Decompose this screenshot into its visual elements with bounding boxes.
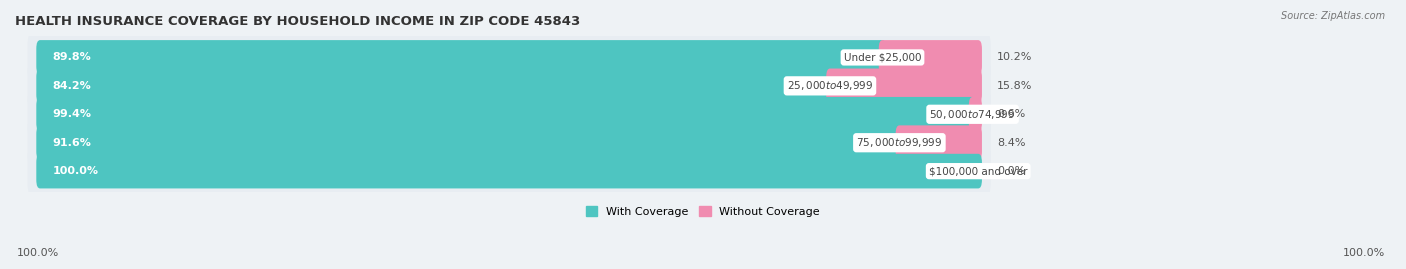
Text: $75,000 to $99,999: $75,000 to $99,999 xyxy=(856,136,942,149)
FancyBboxPatch shape xyxy=(37,154,981,189)
FancyBboxPatch shape xyxy=(827,69,981,103)
FancyBboxPatch shape xyxy=(37,97,981,132)
FancyBboxPatch shape xyxy=(28,145,991,197)
FancyBboxPatch shape xyxy=(37,125,981,160)
FancyBboxPatch shape xyxy=(37,40,981,75)
Text: Under $25,000: Under $25,000 xyxy=(844,52,921,62)
FancyBboxPatch shape xyxy=(969,97,981,132)
FancyBboxPatch shape xyxy=(37,125,903,160)
Text: 0.6%: 0.6% xyxy=(997,109,1025,119)
Text: $50,000 to $74,999: $50,000 to $74,999 xyxy=(929,108,1015,121)
FancyBboxPatch shape xyxy=(37,69,981,103)
FancyBboxPatch shape xyxy=(28,31,991,84)
Text: 100.0%: 100.0% xyxy=(52,166,98,176)
Legend: With Coverage, Without Coverage: With Coverage, Without Coverage xyxy=(582,202,824,221)
Text: 8.4%: 8.4% xyxy=(997,138,1025,148)
Text: 91.6%: 91.6% xyxy=(52,138,91,148)
Text: 100.0%: 100.0% xyxy=(17,248,59,258)
FancyBboxPatch shape xyxy=(28,116,991,169)
Text: $25,000 to $49,999: $25,000 to $49,999 xyxy=(787,79,873,92)
FancyBboxPatch shape xyxy=(37,154,981,189)
FancyBboxPatch shape xyxy=(879,40,981,75)
FancyBboxPatch shape xyxy=(37,97,976,132)
Text: Source: ZipAtlas.com: Source: ZipAtlas.com xyxy=(1281,11,1385,21)
Text: 84.2%: 84.2% xyxy=(52,81,91,91)
Text: 99.4%: 99.4% xyxy=(52,109,91,119)
FancyBboxPatch shape xyxy=(896,125,981,160)
FancyBboxPatch shape xyxy=(37,69,834,103)
Text: 100.0%: 100.0% xyxy=(1343,248,1385,258)
Text: HEALTH INSURANCE COVERAGE BY HOUSEHOLD INCOME IN ZIP CODE 45843: HEALTH INSURANCE COVERAGE BY HOUSEHOLD I… xyxy=(15,15,581,28)
FancyBboxPatch shape xyxy=(28,60,991,112)
Text: 10.2%: 10.2% xyxy=(997,52,1032,62)
Text: $100,000 and over: $100,000 and over xyxy=(929,166,1028,176)
FancyBboxPatch shape xyxy=(28,88,991,140)
Text: 89.8%: 89.8% xyxy=(52,52,91,62)
FancyBboxPatch shape xyxy=(37,40,886,75)
Text: 15.8%: 15.8% xyxy=(997,81,1032,91)
Text: 0.0%: 0.0% xyxy=(997,166,1025,176)
